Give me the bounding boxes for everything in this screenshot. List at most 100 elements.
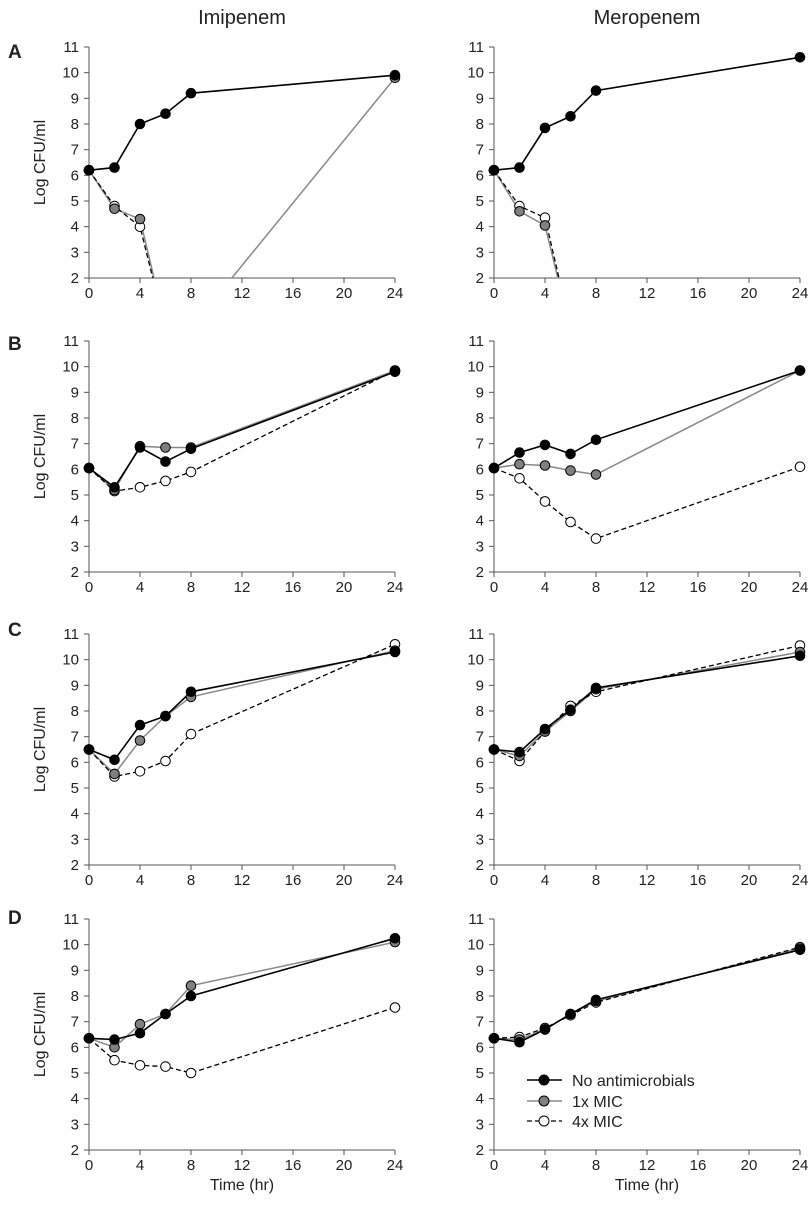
- y-tick-label: 8: [476, 410, 484, 427]
- x-tick-label: 8: [187, 579, 195, 596]
- data-point-no-antimicrobials: [794, 52, 806, 63]
- data-point-no-antimicrobials: [185, 443, 197, 455]
- data-point-no-antimicrobials: [160, 710, 171, 722]
- y-axis-label: Log CFU/ml: [32, 120, 49, 205]
- panel-b-imipenem: 2 3 4 5 6 7 8 9 10 11 0 4 8 12 16 20 24 Log CFU/ml: [32, 333, 403, 596]
- y-tick-label: 3: [71, 1116, 79, 1133]
- x-tick-label: 0: [85, 872, 93, 889]
- y-tick-label: 10: [62, 652, 79, 669]
- y-tick-label: 6: [71, 754, 79, 771]
- legend-label-1x-mic: 1x MIC: [572, 1094, 623, 1111]
- row-label-c: C: [8, 620, 22, 641]
- data-point-no-antimicrobials: [389, 646, 401, 658]
- series-line-1x-mic: [88, 649, 396, 776]
- y-tick-label: 4: [71, 513, 79, 530]
- x-tick-label: 4: [541, 872, 549, 889]
- data-point-no-antimicrobials: [514, 1036, 525, 1048]
- data-point-1x-mic: [514, 206, 525, 217]
- data-point-1x-mic: [134, 213, 146, 225]
- y-tick-label: 6: [476, 167, 484, 184]
- y-tick-label: 7: [476, 142, 484, 159]
- y-axis-label: Log CFU/ml: [32, 414, 49, 499]
- x-tick-label: 20: [741, 285, 758, 302]
- data-point-no-antimicrobials: [134, 442, 146, 453]
- y-axis-label: Log CFU/ml: [32, 992, 49, 1077]
- y-tick-label: 10: [467, 65, 484, 82]
- legend-marker-no-antimicrobials: [538, 1074, 550, 1086]
- x-tick-label: 24: [387, 285, 404, 302]
- panel-c-imipenem: 2 3 4 5 6 7 8 9 10 11 0 4 8 12 16 20 24 Log CFU/ml: [32, 626, 403, 889]
- row-label-a: A: [8, 42, 22, 63]
- y-tick-label: 2: [476, 270, 484, 287]
- series-line-no-antimicrobials: [88, 371, 396, 489]
- y-tick-label: 8: [71, 703, 79, 720]
- x-tick-label: 12: [639, 872, 656, 889]
- panel-a-meropenem: 2 3 4 5 6 7 8 9 10 11 0 4 8 12 16 20 24: [467, 39, 808, 302]
- data-point-4x-mic: [590, 533, 602, 544]
- legend: No antimicrobials 1x MIC 4x MIC: [527, 1073, 695, 1131]
- y-tick-label: 11: [468, 626, 484, 643]
- series-line-1x-mic: [493, 947, 801, 1041]
- x-tick-label: 4: [136, 285, 144, 302]
- x-axis-label: Time (hr): [210, 1177, 274, 1194]
- data-point-no-antimicrobials: [488, 1033, 500, 1044]
- data-point-no-antimicrobials: [109, 1034, 120, 1045]
- data-point-no-antimicrobials: [565, 1008, 576, 1020]
- data-point-1x-mic: [134, 735, 146, 746]
- row-label-d: D: [8, 908, 22, 929]
- y-tick-label: 10: [62, 937, 79, 954]
- x-tick-label: 0: [490, 285, 498, 302]
- data-point-1x-mic: [109, 768, 120, 780]
- y-tick-label: 4: [476, 513, 484, 530]
- legend-label-no-antimicrobials: No antimicrobials: [572, 1073, 695, 1090]
- data-point-no-antimicrobials: [590, 434, 602, 446]
- data-point-1x-mic: [134, 1018, 146, 1030]
- y-tick-label: 7: [71, 1014, 79, 1031]
- data-point-4x-mic: [185, 466, 197, 478]
- series-line-4x-mic: [493, 466, 801, 540]
- x-tick-label: 8: [187, 872, 195, 889]
- y-tick-label: 11: [468, 333, 484, 350]
- x-tick-label: 0: [490, 1157, 498, 1174]
- y-tick-label: 4: [71, 219, 79, 236]
- series-line-1x-mic: [493, 651, 801, 757]
- x-tick-label: 24: [387, 579, 404, 596]
- y-tick-label: 8: [71, 988, 79, 1005]
- x-tick-label: 20: [741, 872, 758, 889]
- data-point-no-antimicrobials: [109, 754, 120, 766]
- x-tick-label: 24: [387, 1157, 404, 1174]
- x-tick-label: 12: [234, 285, 251, 302]
- series-line-1x-mic: [88, 77, 396, 278]
- y-tick-label: 8: [71, 116, 79, 133]
- data-point-no-antimicrobials: [389, 366, 401, 378]
- panel-b-meropenem: 2 3 4 5 6 7 8 9 10 11 0 4 8 12 16 20 24: [467, 333, 808, 596]
- y-tick-label: 4: [476, 1091, 484, 1108]
- series-line-1x-mic: [88, 941, 396, 1049]
- data-point-no-antimicrobials: [539, 723, 551, 735]
- series-line-1x-mic: [493, 169, 559, 278]
- x-tick-label: 24: [387, 872, 404, 889]
- y-tick-label: 9: [476, 90, 484, 107]
- x-tick-label: 20: [336, 285, 353, 302]
- panel-c-meropenem: 2 3 4 5 6 7 8 9 10 11 0 4 8 12 16 20 24: [467, 626, 808, 889]
- data-point-4x-mic: [134, 766, 146, 777]
- data-point-no-antimicrobials: [109, 162, 120, 173]
- x-tick-label: 8: [187, 285, 195, 302]
- y-tick-label: 3: [476, 244, 484, 261]
- y-tick-label: 6: [476, 754, 484, 771]
- data-point-no-antimicrobials: [539, 439, 551, 451]
- data-point-no-antimicrobials: [389, 933, 401, 944]
- y-tick-label: 7: [71, 142, 79, 159]
- y-tick-label: 10: [467, 937, 484, 954]
- x-tick-label: 24: [792, 579, 808, 596]
- x-tick-label: 24: [792, 285, 808, 302]
- y-tick-label: 10: [467, 652, 484, 669]
- x-tick-label: 20: [336, 872, 353, 889]
- x-tick-label: 4: [136, 1157, 144, 1174]
- data-point-4x-mic: [160, 475, 171, 487]
- data-point-1x-mic: [109, 203, 120, 214]
- x-tick-label: 4: [541, 285, 549, 302]
- y-tick-label: 9: [476, 962, 484, 979]
- x-tick-label: 4: [136, 579, 144, 596]
